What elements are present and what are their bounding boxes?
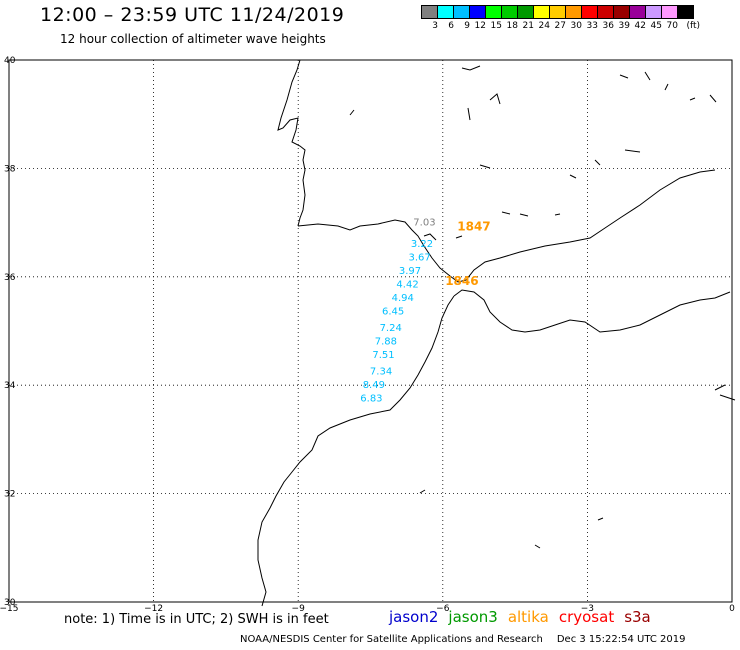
satellite-legend: jason2 jason3 altika cryosat s3a <box>389 608 661 626</box>
map-title: 12:00 – 23:59 UTC 11/24/2019 <box>40 4 345 26</box>
colorbar-label: 39 <box>618 21 630 31</box>
map-frame <box>8 59 733 603</box>
swh-value-label: 4.94 <box>392 293 414 304</box>
lon-tick-label: −15 <box>0 604 19 614</box>
legend-altika: altika <box>507 608 549 626</box>
swh-value-label: 3.22 <box>411 239 433 250</box>
swh-track-labels: 7.03 3.22 3.67 3.97 4.42 4.94 6.45 7.24 7.88 7.51… <box>360 217 490 404</box>
coastline-minor <box>349 65 736 549</box>
colorbar-label: 12 <box>474 21 486 31</box>
lat-tick-label: 32 <box>4 490 15 500</box>
credit-text: NOAA/NESDIS Center for Satellite Applica… <box>240 634 543 645</box>
coastline-gibraltar-detail <box>423 233 463 241</box>
colorbar-label: 21 <box>522 21 534 31</box>
wave-height-colorbar <box>421 5 694 19</box>
legend-cryosat: cryosat <box>558 608 615 626</box>
colorbar-swatch <box>677 5 694 19</box>
swh-value-label: 3.97 <box>399 266 421 277</box>
map-border <box>8 59 733 603</box>
map-subtitle: 12 hour collection of altimeter wave hei… <box>60 32 326 46</box>
lat-tick-label: 34 <box>4 381 16 391</box>
coastline-north-africa <box>453 289 731 333</box>
swh-value-label: 7.34 <box>370 366 392 377</box>
coastline-south-iberia <box>297 169 716 283</box>
swh-value-label: 7.51 <box>372 350 394 361</box>
colorbar-label: 42 <box>634 21 646 31</box>
swh-value-label: 8.49 <box>363 380 385 391</box>
colorbar-label: 27 <box>554 21 566 31</box>
coastline-morocco <box>257 295 455 607</box>
swh-value-label: 6.83 <box>360 393 382 404</box>
credit-line: NOAA/NESDIS Center for Satellite Applica… <box>240 634 685 645</box>
swh-value-label: 7.88 <box>375 337 397 348</box>
lat-tick-label: 38 <box>4 164 16 174</box>
colorbar-label: 30 <box>570 21 582 31</box>
lat-tick-label: 40 <box>4 56 16 66</box>
swh-value-label: 3.67 <box>408 253 430 264</box>
colorbar-label: 3 <box>432 21 438 31</box>
pass-time-label: 1847 <box>457 220 490 234</box>
colorbar-label: 45 <box>650 21 662 31</box>
legend-jason3: jason3 <box>448 608 498 626</box>
legend-s3a: s3a <box>624 608 651 626</box>
legend-jason2: jason2 <box>389 608 439 626</box>
colorbar-label: 33 <box>586 21 598 31</box>
lon-tick-label: −9 <box>292 604 306 614</box>
generation-timestamp: Dec 3 15:22:54 UTC 2019 <box>556 634 686 645</box>
swh-value-label: 4.42 <box>396 280 418 291</box>
colorbar-label: 24 <box>538 21 550 31</box>
coastline <box>257 59 736 607</box>
colorbar-labels: 3 6 9 12 15 18 21 24 27 30 33 36 39 42 45 70 (ft) <box>422 21 700 31</box>
colorbar-label: 70 <box>666 21 678 31</box>
colorbar-label: 18 <box>506 21 518 31</box>
lon-tick-label: −12 <box>144 604 163 614</box>
colorbar-label: 15 <box>490 21 502 31</box>
swh-value-label: 7.24 <box>380 323 402 334</box>
lat-tick-label: 36 <box>4 273 16 283</box>
colorbar-label: 36 <box>602 21 614 31</box>
lon-tick-label: −6 <box>436 604 450 614</box>
colorbar-unit: (ft) <box>686 21 700 31</box>
axis-tick-labels: −15 −12 −9 −6 −3 0 40 38 36 34 32 30 <box>0 56 735 614</box>
coastline-portugal <box>277 59 306 227</box>
footer-note: note: 1) Time is in UTC; 2) SWH is in fe… <box>64 612 329 627</box>
swh-value-label: 7.03 <box>413 217 435 228</box>
lon-tick-label: 0 <box>729 604 735 614</box>
colorbar-label: 9 <box>464 21 470 31</box>
pass-time-label: 1846 <box>445 274 478 288</box>
colorbar-label: 6 <box>448 21 454 31</box>
lon-tick-label: −3 <box>581 604 594 614</box>
lat-tick-label: 30 <box>4 598 16 608</box>
lat-lon-grid <box>9 60 732 602</box>
swh-value-label: 6.45 <box>382 307 404 318</box>
